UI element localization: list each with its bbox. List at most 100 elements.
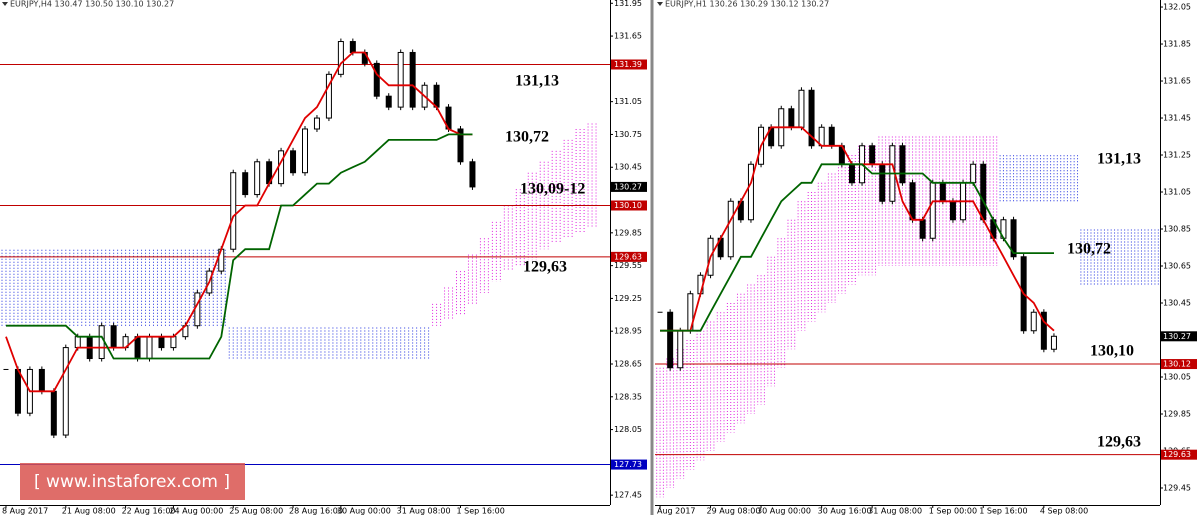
candle bbox=[879, 163, 886, 202]
candle bbox=[667, 311, 674, 369]
header-icon bbox=[657, 2, 663, 6]
candle bbox=[146, 336, 153, 360]
annotation: 129,63 bbox=[523, 259, 567, 276]
candle bbox=[939, 182, 946, 202]
y-tick-label: 130.45 bbox=[614, 163, 642, 172]
x-tick-label: 4 Sep 08:00 bbox=[1040, 507, 1088, 515]
chart-header: EURJPY,H4 130.47 130.50 130.10 130.27 bbox=[10, 0, 174, 9]
candle bbox=[457, 128, 464, 163]
candle bbox=[949, 200, 956, 221]
y-tick-label: 129.85 bbox=[1163, 409, 1191, 418]
x-tick-label: 29 Aug 08:00 bbox=[707, 507, 761, 515]
level-box bbox=[1161, 449, 1197, 460]
y-tick-label: 131.65 bbox=[614, 32, 642, 41]
candle bbox=[14, 368, 21, 414]
candle bbox=[808, 89, 815, 147]
candle bbox=[970, 163, 977, 184]
x-tick-label: 25 Aug 08:00 bbox=[229, 507, 283, 515]
candle bbox=[899, 145, 906, 184]
candle bbox=[469, 161, 476, 188]
y-tick-label: 128.95 bbox=[614, 327, 642, 336]
candle bbox=[254, 161, 261, 196]
x-tick-label: Aug 2017 bbox=[657, 507, 696, 515]
candle bbox=[727, 200, 734, 258]
annotation: 131,13 bbox=[1097, 151, 1141, 168]
candle bbox=[278, 150, 285, 185]
candle bbox=[1010, 219, 1017, 258]
candle bbox=[134, 336, 141, 360]
candle bbox=[349, 41, 356, 53]
level-label: 130.12 bbox=[1163, 360, 1191, 369]
y-tick-label: 131.45 bbox=[1163, 114, 1191, 123]
level-label: 130.10 bbox=[614, 201, 642, 210]
header-icon bbox=[2, 2, 8, 6]
y-tick-label: 129.85 bbox=[614, 228, 642, 237]
indicator-line bbox=[660, 163, 1054, 332]
level-label: 129.63 bbox=[614, 252, 642, 261]
x-tick-label: 1 Sep 16:00 bbox=[456, 507, 504, 515]
candle bbox=[848, 163, 855, 184]
y-tick-label: 129.25 bbox=[614, 294, 642, 303]
candle bbox=[290, 150, 297, 174]
candle bbox=[170, 336, 177, 349]
y-tick-label: 130.75 bbox=[614, 130, 642, 139]
y-tick-label: 128.05 bbox=[614, 425, 642, 434]
y-tick-label: 130.85 bbox=[1163, 225, 1191, 234]
candle bbox=[337, 41, 344, 75]
annotation: 130,72 bbox=[1067, 241, 1111, 258]
candle bbox=[828, 126, 835, 147]
candle bbox=[242, 172, 249, 196]
watermark: [ www.instaforex.com ] bbox=[34, 472, 230, 492]
x-tick-label: 22 Aug 16:00 bbox=[122, 507, 176, 515]
candle bbox=[62, 347, 69, 436]
y-tick-label: 130.65 bbox=[1163, 262, 1191, 271]
annotation: 130,09-12 bbox=[520, 181, 585, 198]
level-box bbox=[611, 459, 647, 470]
level-label: 130.27 bbox=[1163, 332, 1191, 341]
x-tick-label: 30 Aug 00:00 bbox=[757, 507, 811, 515]
candle bbox=[869, 145, 876, 165]
level-label: 131.39 bbox=[614, 60, 642, 69]
x-tick-label: 31 Aug 08:00 bbox=[397, 507, 451, 515]
candle bbox=[788, 108, 795, 128]
candle bbox=[74, 336, 81, 349]
candle bbox=[373, 62, 380, 97]
candle bbox=[798, 89, 805, 128]
candle bbox=[818, 126, 825, 147]
indicator-line bbox=[6, 133, 473, 360]
annotation: 130,72 bbox=[505, 129, 549, 146]
candle bbox=[1030, 311, 1037, 332]
x-tick-label: 1 Sep 16:00 bbox=[979, 507, 1027, 515]
x-tick-label: 30 Aug 00:00 bbox=[337, 507, 391, 515]
candle bbox=[677, 330, 684, 369]
candle bbox=[313, 117, 320, 130]
y-tick-label: 129.45 bbox=[1163, 483, 1191, 492]
x-tick-label: 8 Aug 2017 bbox=[2, 507, 48, 515]
chart-header: EURJPY,H1 130.26 130.29 130.12 130.27 bbox=[665, 0, 829, 9]
y-tick-label: 131.05 bbox=[614, 97, 642, 106]
y-tick-label: 128.35 bbox=[614, 392, 642, 401]
candle bbox=[919, 219, 926, 239]
candle bbox=[98, 325, 105, 360]
annotation: 131,13 bbox=[515, 73, 559, 90]
candle bbox=[230, 172, 237, 250]
level-label: 127.73 bbox=[614, 460, 642, 469]
y-tick-label: 131.05 bbox=[1163, 188, 1191, 197]
candle bbox=[194, 292, 201, 327]
candle bbox=[158, 336, 165, 349]
level-box bbox=[1161, 359, 1197, 370]
candle bbox=[929, 182, 936, 239]
annotation: 129,63 bbox=[1097, 434, 1141, 451]
y-tick-label: 132.05 bbox=[1163, 3, 1191, 12]
y-tick-label: 127.45 bbox=[614, 491, 642, 500]
indicator-line bbox=[5, 51, 473, 393]
y-tick-label: 131.95 bbox=[614, 0, 642, 8]
candle bbox=[1040, 311, 1047, 350]
y-tick-label: 131.85 bbox=[1163, 40, 1191, 49]
candle bbox=[385, 95, 392, 108]
y-tick-label: 131.25 bbox=[1163, 151, 1191, 160]
candle bbox=[747, 163, 754, 221]
